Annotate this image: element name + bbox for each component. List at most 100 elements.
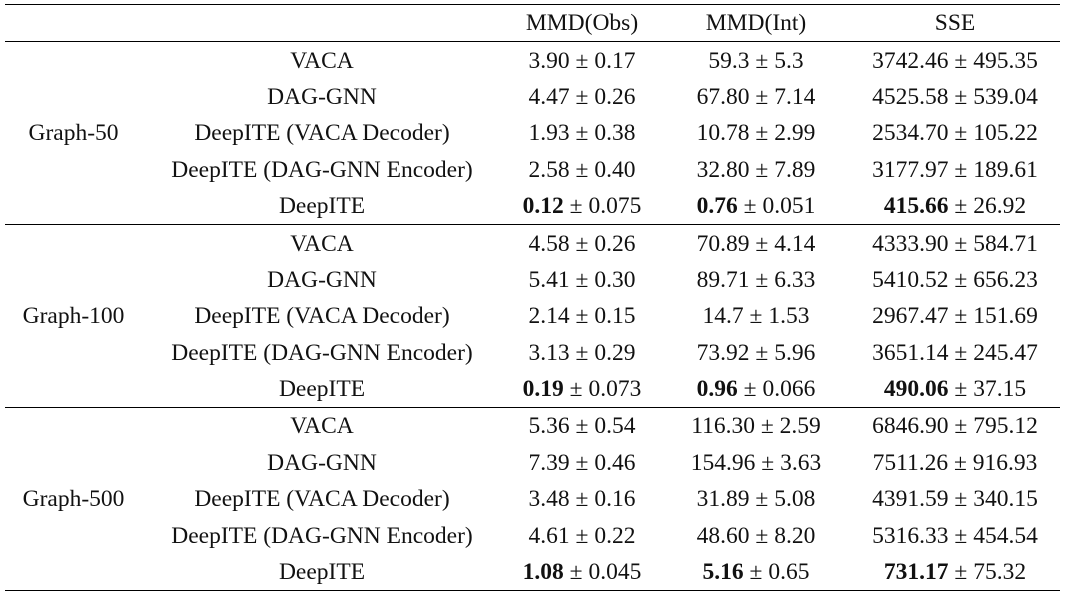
mmd-int-cell: 0.76 ± 0.051: [662, 188, 850, 225]
plus-minus-sign: ±: [948, 47, 974, 74]
sse-cell: 4391.59 ± 340.15: [850, 481, 1060, 517]
method-name: VACA: [290, 230, 354, 257]
table-row: DeepITE 0.19 ± 0.073 0.96 ± 0.066 490.06 ± …: [5, 371, 1060, 408]
mean-value: 5316.33: [872, 522, 949, 549]
plus-minus-sign: ±: [948, 522, 974, 549]
mean-value: 4333.90: [872, 230, 949, 257]
plus-minus-sign: ±: [948, 486, 974, 513]
std-value: 0.073: [588, 376, 642, 403]
sse-cell: 5410.52 ± 656.23: [850, 262, 1060, 298]
mmd-int-cell: 31.89 ± 5.08: [662, 481, 850, 517]
header-method: [142, 5, 502, 42]
table-row: DeepITE (DAG-GNN Encoder) 4.61 ± 0.22 48.6…: [5, 517, 1060, 553]
plus-minus-sign: ±: [749, 266, 775, 293]
mean-value: 1.93: [528, 120, 570, 147]
plus-minus-sign: ±: [569, 120, 595, 147]
plus-minus-sign: ±: [569, 83, 595, 110]
mmd-obs-cell: 1.93 ± 0.38: [502, 115, 662, 151]
std-value: 6.33: [774, 266, 816, 293]
plus-minus-sign: ±: [743, 559, 769, 586]
mean-value: 10.78: [696, 120, 750, 147]
table-row: DeepITE (VACA Decoder) 1.93 ± 0.38 10.78 ±…: [5, 115, 1060, 151]
plus-minus-sign: ±: [948, 449, 973, 476]
plus-minus-sign: ±: [948, 83, 974, 110]
std-value: 0.26: [594, 230, 636, 257]
method-name: DeepITE (DAG-GNN Encoder): [171, 339, 473, 366]
mean-value: 59.3: [708, 47, 750, 74]
method-name: VACA: [290, 413, 354, 440]
mean-value: 31.89: [696, 486, 750, 513]
mmd-int-cell: 10.78 ± 2.99: [662, 115, 850, 151]
std-value: 0.26: [594, 83, 636, 110]
plus-minus-sign: ±: [948, 266, 974, 293]
mmd-obs-cell: 4.47 ± 0.26: [502, 79, 662, 115]
header-mmd-int: MMD(Int): [705, 10, 807, 37]
std-value: 0.16: [594, 486, 636, 513]
std-value: 5.08: [774, 486, 816, 513]
method-name: DAG-GNN: [267, 449, 377, 476]
std-value: 1.53: [768, 303, 810, 330]
sse-cell: 2967.47 ± 151.69: [850, 298, 1060, 334]
mean-value: 14.7: [702, 303, 744, 330]
sse-cell: 6846.90 ± 795.12: [850, 408, 1060, 445]
mean-value: 4.61: [528, 522, 570, 549]
std-value: 8.20: [774, 522, 816, 549]
group-graph-500: Graph-500 VACA 5.36 ± 0.54 116.30 ± 2.59 684…: [5, 407, 1060, 591]
method-name: DeepITE (VACA Decoder): [194, 120, 450, 147]
mean-value: 0.96: [696, 376, 738, 403]
std-value: 0.65: [768, 559, 810, 586]
mean-value: 3742.46: [872, 47, 949, 74]
std-value: 0.46: [594, 449, 636, 476]
sse-cell: 2534.70 ± 105.22: [850, 115, 1060, 151]
mean-value: 7.39: [528, 449, 570, 476]
sse-cell: 7511.26 ± 916.93: [850, 445, 1060, 481]
plus-minus-sign: ±: [563, 559, 589, 586]
mean-value: 4525.58: [872, 83, 949, 110]
plus-minus-sign: ±: [749, 83, 775, 110]
mean-value: 73.92: [696, 339, 750, 366]
mmd-int-cell: 116.30 ± 2.59: [662, 408, 850, 445]
mean-value: 3.90: [528, 47, 570, 74]
plus-minus-sign: ±: [569, 522, 595, 549]
mmd-obs-cell: 4.61 ± 0.22: [502, 517, 662, 553]
plus-minus-sign: ±: [948, 376, 974, 403]
std-value: 0.40: [594, 156, 636, 183]
mmd-obs-cell: 2.58 ± 0.40: [502, 152, 662, 188]
plus-minus-sign: ±: [569, 230, 595, 257]
plus-minus-sign: ±: [948, 120, 974, 147]
std-value: 5.3: [774, 47, 804, 74]
mean-value: 0.12: [522, 193, 564, 220]
mmd-int-cell: 0.96 ± 0.066: [662, 371, 850, 408]
table-row: DAG-GNN 4.47 ± 0.26 67.80 ± 7.14 4525.58 ± …: [5, 79, 1060, 115]
mmd-obs-cell: 3.90 ± 0.17: [502, 42, 662, 79]
table-row: Graph-50 VACA 3.90 ± 0.17 59.3 ± 5.3 3742.46…: [5, 41, 1060, 146]
mmd-obs-cell: 4.58 ± 0.26: [502, 225, 662, 262]
plus-minus-sign: ±: [569, 47, 595, 74]
std-value: 0.051: [762, 193, 816, 220]
plus-minus-sign: ±: [569, 266, 595, 293]
mean-value: 1.08: [522, 559, 564, 586]
plus-minus-sign: ±: [749, 486, 775, 513]
std-value: 495.35: [973, 47, 1038, 74]
graph-label: Graph-500: [22, 486, 125, 513]
mean-value: 154.96: [690, 449, 756, 476]
sse-cell: 3177.97 ± 189.61: [850, 152, 1060, 188]
mmd-obs-cell: 5.36 ± 0.54: [502, 408, 662, 445]
mean-value: 490.06: [883, 376, 949, 403]
std-value: 189.61: [973, 156, 1038, 183]
std-value: 0.38: [594, 120, 636, 147]
std-value: 916.93: [972, 449, 1038, 476]
sse-cell: 4525.58 ± 539.04: [850, 79, 1060, 115]
method-name: DeepITE: [278, 376, 366, 403]
method-name: DeepITE (VACA Decoder): [194, 486, 450, 513]
mmd-int-cell: 5.16 ± 0.65: [662, 554, 850, 591]
table-row: DeepITE (DAG-GNN Encoder) 2.58 ± 0.40 32.8…: [5, 152, 1060, 188]
group-graph-100: Graph-100 VACA 4.58 ± 0.26 70.89 ± 4.14 4333…: [5, 224, 1060, 408]
mmd-obs-cell: 3.13 ± 0.29: [502, 335, 662, 371]
mean-value: 48.60: [696, 522, 750, 549]
plus-minus-sign: ±: [948, 413, 974, 440]
mean-value: 415.66: [883, 193, 949, 220]
mean-value: 67.80: [696, 83, 750, 110]
std-value: 0.15: [594, 303, 636, 330]
mean-value: 3177.97: [872, 156, 949, 183]
